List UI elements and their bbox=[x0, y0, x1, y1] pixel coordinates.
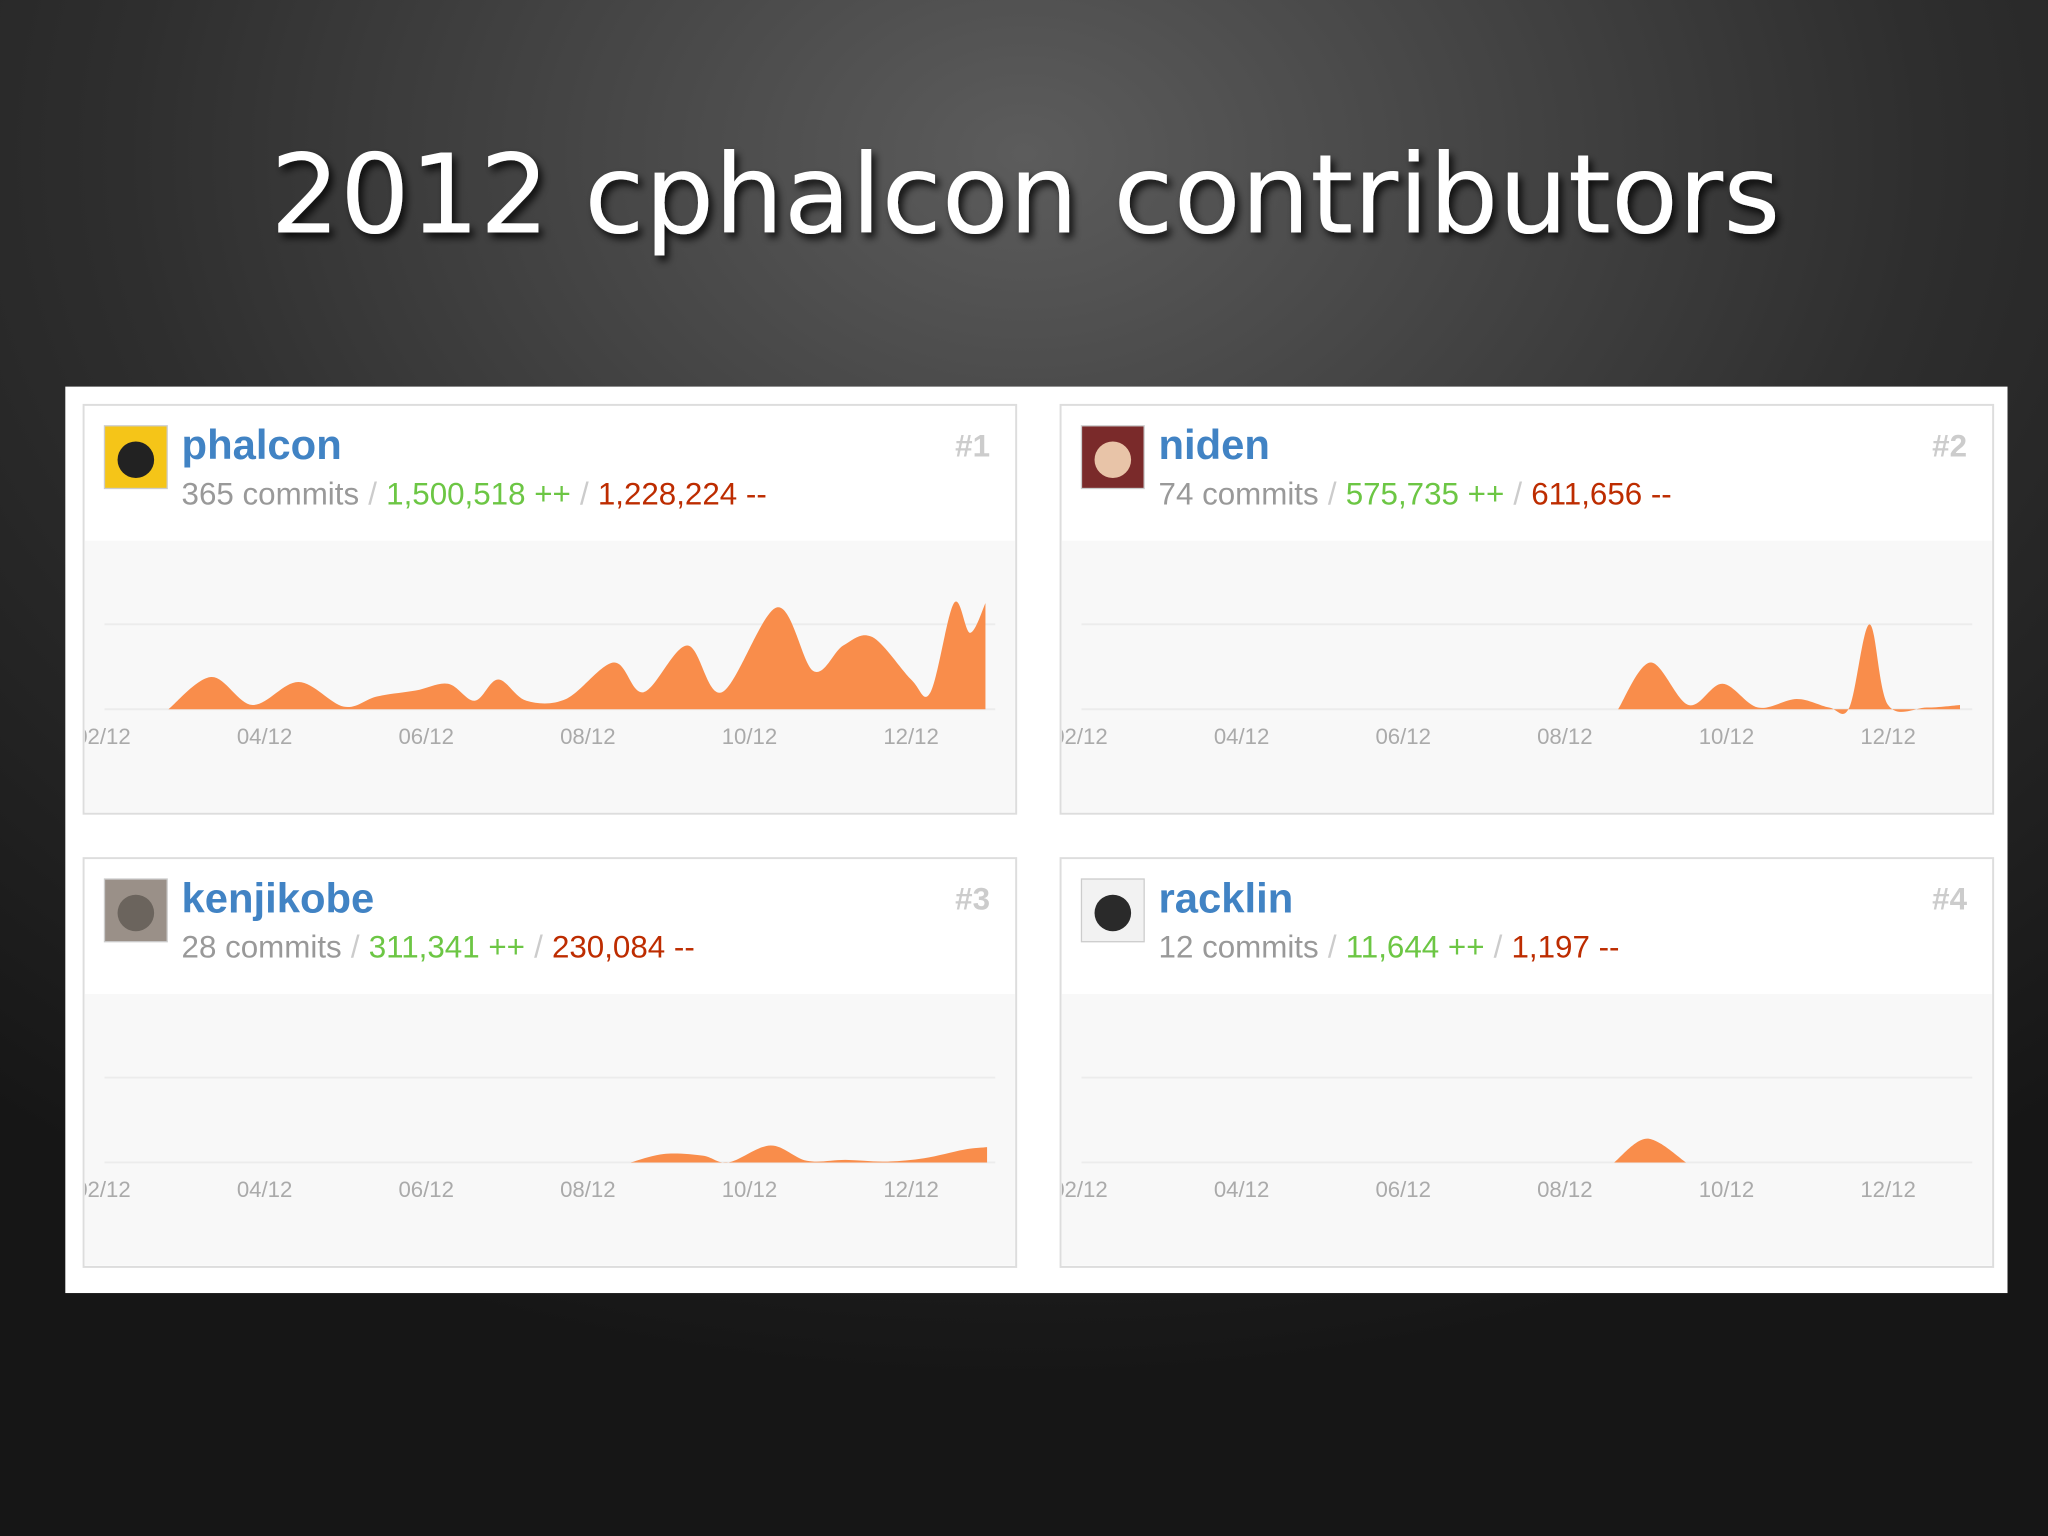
rank: #2 bbox=[1932, 428, 1967, 463]
x-tick-label: 04/12 bbox=[1214, 1177, 1270, 1202]
commits[interactable]: 74 commits bbox=[1159, 477, 1319, 512]
contributor-name[interactable]: phalcon bbox=[182, 421, 342, 468]
avatar-figure bbox=[1094, 894, 1132, 932]
x-tick-label: 02/12 bbox=[1052, 724, 1108, 749]
commits[interactable]: 12 commits bbox=[1159, 930, 1319, 965]
deletions: 1,197 -- bbox=[1512, 930, 1620, 965]
x-tick-label: 10/12 bbox=[1699, 724, 1755, 749]
graph-area bbox=[84, 993, 1015, 1266]
x-tick-label: 08/12 bbox=[560, 1177, 616, 1202]
x-tick-label: 08/12 bbox=[560, 724, 616, 749]
separator: / bbox=[1494, 930, 1503, 965]
contribution-stats: 28 commits / 311,341 ++ / 230,084 -- bbox=[182, 930, 695, 965]
additions: 11,644 ++ bbox=[1346, 930, 1485, 965]
x-tick-label: 08/12 bbox=[1537, 1177, 1593, 1202]
x-tick-label: 12/12 bbox=[883, 1177, 939, 1202]
contributor-name[interactable]: racklin bbox=[1159, 874, 1294, 921]
x-tick-label: 02/12 bbox=[75, 724, 131, 749]
avatar-figure bbox=[1094, 441, 1132, 479]
x-tick-label: 10/12 bbox=[722, 1177, 778, 1202]
x-tick-label: 02/12 bbox=[75, 1177, 131, 1202]
graph-area bbox=[1061, 993, 1992, 1266]
x-tick-label: 06/12 bbox=[398, 724, 454, 749]
slide-title: 2012 cphalcon contributors bbox=[270, 131, 1780, 259]
additions: 311,341 ++ bbox=[369, 930, 525, 965]
contribution-stats: 12 commits / 11,644 ++ / 1,197 -- bbox=[1159, 930, 1620, 965]
x-tick-label: 10/12 bbox=[1699, 1177, 1755, 1202]
contributor-card: 02/12 04/12 06/12 08/12 10/12 12/12 racklin #4 1… bbox=[1052, 857, 1995, 1268]
commit-area bbox=[168, 601, 986, 710]
contribution-stats: 365 commits/1,500,518 ++/1,228,224 -- bbox=[182, 477, 767, 512]
graph: 02/12 04/12 06/12 08/12 10/12 12/12 bbox=[1052, 1076, 1973, 1202]
x-tick-label: 06/12 bbox=[1375, 724, 1431, 749]
x-tick-label: 12/12 bbox=[1860, 724, 1916, 749]
deletions: 1,228,224 -- bbox=[598, 477, 767, 512]
x-tick-label: 02/12 bbox=[1052, 1177, 1108, 1202]
deletions: 611,656 -- bbox=[1531, 477, 1672, 512]
separator: / bbox=[1513, 477, 1522, 512]
graph-area bbox=[1061, 540, 1992, 813]
x-tick-label: 04/12 bbox=[237, 1177, 293, 1202]
separator: / bbox=[534, 930, 543, 965]
graph: 02/12 04/12 06/12 08/12 10/12 12/12 bbox=[1052, 623, 1973, 749]
avatar-figure bbox=[117, 441, 155, 479]
commit-area bbox=[630, 1145, 988, 1163]
additions: 1,500,518 ++ bbox=[386, 477, 571, 512]
contributor-name[interactable]: niden bbox=[1159, 421, 1270, 468]
contributor-card: 02/12 04/12 06/12 08/12 10/12 12/12 phalcon #1 3… bbox=[75, 403, 1018, 815]
x-tick-label: 04/12 bbox=[237, 724, 293, 749]
contribution-stats: 74 commits/575,735 ++/611,656 -- bbox=[1159, 477, 1672, 512]
x-tick-label: 12/12 bbox=[1860, 1177, 1916, 1202]
commit-area bbox=[1614, 1138, 1687, 1163]
contributors: 02/12 04/12 06/12 08/12 10/12 12/12 phalcon #1 3… bbox=[75, 403, 1995, 1268]
avatar-figure bbox=[117, 894, 155, 932]
rank: #1 bbox=[955, 428, 990, 463]
x-tick-label: 04/12 bbox=[1214, 724, 1270, 749]
additions: 575,735 ++ bbox=[1346, 477, 1505, 512]
commits[interactable]: 365 commits bbox=[182, 477, 360, 512]
contributor-card: 02/12 04/12 06/12 08/12 10/12 12/12 kenjikobe #… bbox=[75, 857, 1018, 1268]
graph: 02/12 04/12 06/12 08/12 10/12 12/12 bbox=[75, 1076, 996, 1202]
rank: #3 bbox=[955, 882, 990, 917]
x-tick-label: 06/12 bbox=[1375, 1177, 1431, 1202]
separator: / bbox=[1328, 930, 1337, 965]
contributor-card: 02/12 04/12 06/12 08/12 10/12 12/12 niden #2 74 … bbox=[1052, 403, 1995, 815]
separator: / bbox=[351, 930, 360, 965]
x-tick-label: 12/12 bbox=[883, 724, 939, 749]
separator: / bbox=[368, 477, 377, 512]
separator: / bbox=[580, 477, 589, 512]
graph: 02/12 04/12 06/12 08/12 10/12 12/12 bbox=[75, 601, 996, 749]
avatar bbox=[1080, 878, 1145, 943]
deletions: 230,084 -- bbox=[552, 930, 695, 965]
commits[interactable]: 28 commits bbox=[182, 930, 342, 965]
x-tick-label: 06/12 bbox=[398, 1177, 454, 1202]
commit-area bbox=[1618, 624, 1961, 715]
separator: / bbox=[1328, 477, 1337, 512]
x-tick-label: 10/12 bbox=[722, 724, 778, 749]
contributor-name[interactable]: kenjikobe bbox=[182, 874, 375, 921]
x-tick-label: 08/12 bbox=[1537, 724, 1593, 749]
rank: #4 bbox=[1932, 882, 1967, 917]
